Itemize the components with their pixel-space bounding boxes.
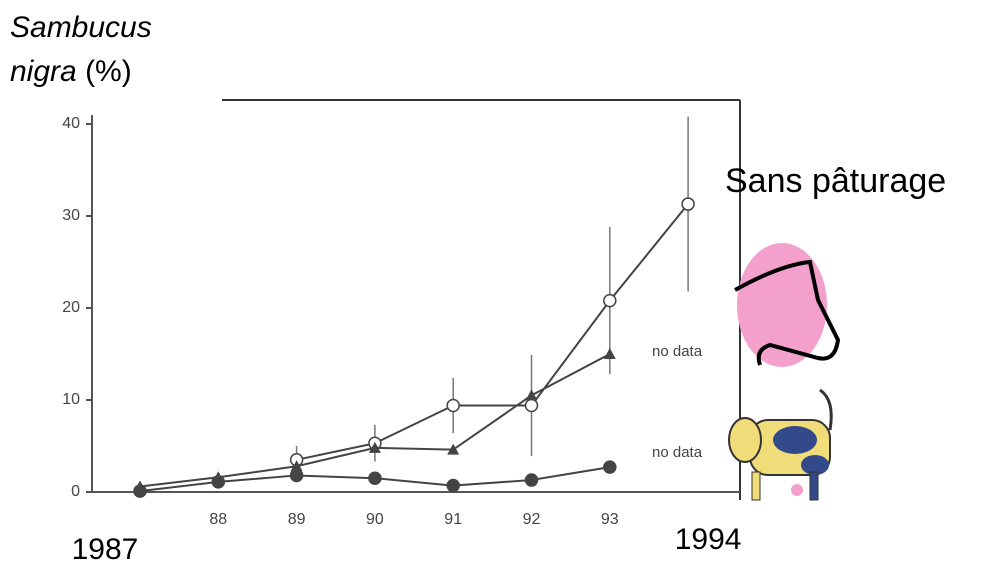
- annotation: no data: [652, 343, 703, 360]
- point: [368, 471, 382, 485]
- x-tick-label: 88: [209, 511, 227, 528]
- point: [211, 475, 226, 489]
- point: [446, 398, 460, 413]
- series-line: [296, 203, 689, 461]
- point: [289, 468, 304, 483]
- point: [603, 348, 616, 359]
- year-label: 1994: [675, 523, 742, 556]
- y-tick-label: 40: [62, 115, 80, 132]
- point: [525, 389, 538, 401]
- annotation: no data: [652, 444, 703, 461]
- point: [446, 478, 460, 493]
- y-tick-label: 10: [62, 391, 80, 408]
- year-label: 1987: [72, 533, 139, 566]
- series-line: [139, 353, 611, 488]
- y-tick-label: 20: [62, 299, 80, 316]
- x-tick-label: 93: [601, 511, 619, 528]
- y-label-species: Sambucus nigra: [10, 11, 152, 88]
- x-tick-label: 89: [288, 511, 306, 528]
- y-tick-label: 0: [71, 483, 80, 500]
- point: [133, 484, 147, 498]
- point: [524, 473, 539, 487]
- horse-icon: [734, 243, 841, 367]
- annotation: Sans pâturage: [725, 162, 946, 200]
- cow-icon: [728, 388, 833, 501]
- point: [290, 460, 303, 472]
- y-axis-label: Sambucus nigra (%): [10, 6, 200, 94]
- point: [681, 197, 695, 211]
- point: [603, 293, 617, 308]
- x-tick-label: 92: [523, 511, 541, 528]
- x-tick-label: 91: [444, 511, 462, 528]
- y-tick-label: 30: [62, 207, 80, 224]
- point: [368, 441, 381, 453]
- point: [603, 460, 617, 474]
- point: [447, 443, 460, 455]
- point: [524, 398, 539, 413]
- x-tick-label: 90: [366, 511, 384, 528]
- y-label-unit: (%): [85, 55, 132, 88]
